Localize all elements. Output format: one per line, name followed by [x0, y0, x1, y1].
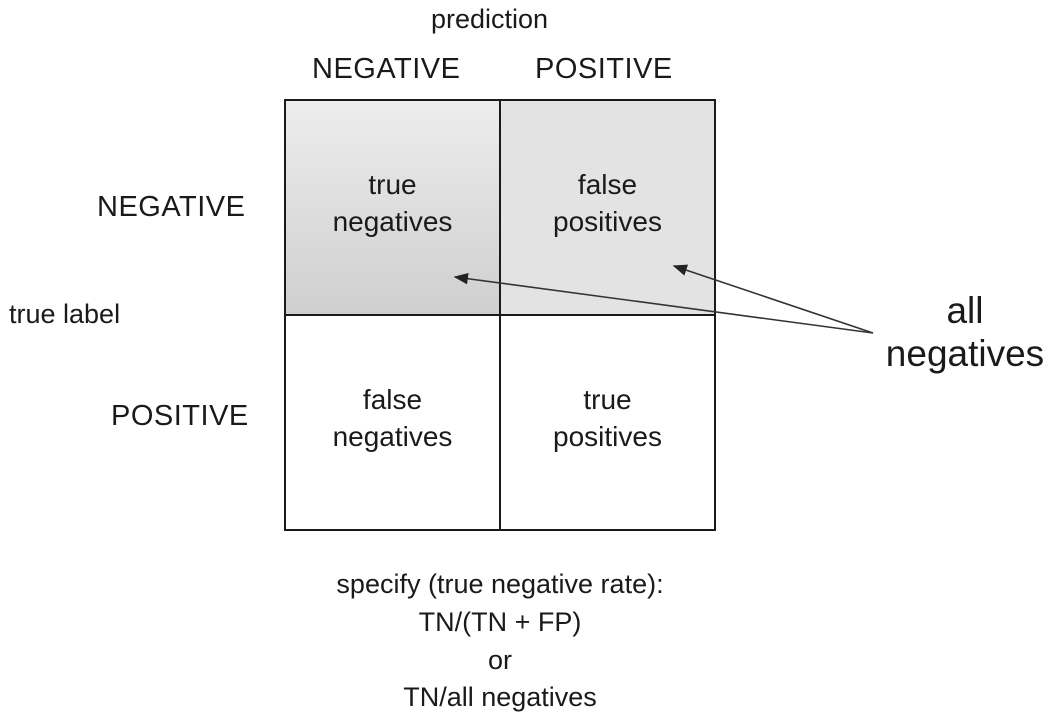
- row-label-positive: POSITIVE: [111, 400, 249, 432]
- cell-false-negatives: false negatives: [285, 315, 500, 523]
- cell-true-positives: true positives: [500, 315, 715, 523]
- cell-fn-line-1: false: [362, 384, 423, 416]
- formula-line-2: TN/(TN + FP): [418, 606, 582, 637]
- cell-true-negatives: true negatives: [285, 100, 500, 308]
- cell-false-positives: false positives: [500, 100, 715, 308]
- specificity-formula: specify (true negative rate): TN/(TN + F…: [200, 566, 800, 717]
- cell-tp-fill: [500, 315, 715, 530]
- cell-tp-line-1: true: [583, 384, 632, 416]
- arrow-to-false-positives: [672, 264, 874, 334]
- row-label-negative: NEGATIVE: [97, 191, 246, 223]
- true-label-axis-title: true label: [9, 299, 121, 329]
- cell-tn-line-1: true: [368, 169, 417, 201]
- column-label-negative: NEGATIVE: [312, 53, 461, 85]
- callout-line-2: negatives: [885, 332, 1045, 374]
- cell-fp-line-1: false: [577, 169, 638, 201]
- cell-fp-line-2: positives: [553, 206, 662, 237]
- cell-fn-line-2: negatives: [332, 421, 453, 452]
- callout-line-1: all: [946, 290, 984, 331]
- cell-fp-fill: [500, 100, 715, 315]
- all-negatives-callout: all negatives: [876, 290, 1054, 375]
- cell-tn-line-2: negatives: [332, 206, 453, 237]
- arrow-to-true-negatives: [453, 273, 874, 334]
- formula-line-1: specify (true negative rate):: [336, 569, 664, 599]
- cell-fn-fill: [285, 315, 500, 530]
- prediction-axis-title: prediction: [431, 4, 549, 34]
- column-label-positive: POSITIVE: [535, 53, 673, 85]
- cell-tp-line-2: positives: [553, 421, 662, 452]
- formula-line-3: or: [487, 644, 512, 675]
- formula-line-4: TN/all negatives: [403, 682, 597, 713]
